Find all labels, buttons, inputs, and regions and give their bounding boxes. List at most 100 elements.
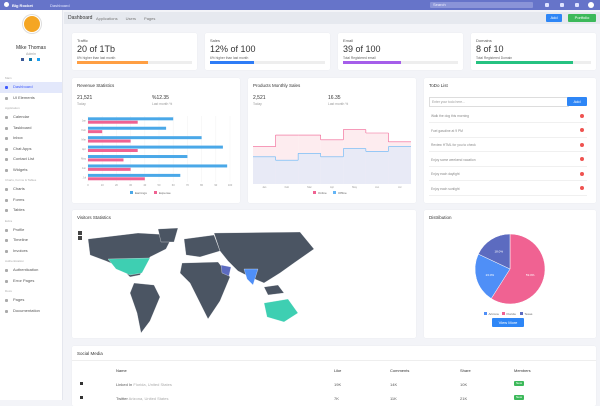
stat-number: %12.35 (152, 95, 169, 101)
todo-remove[interactable] (580, 157, 584, 161)
menu-label: Dashboard (13, 84, 33, 89)
sidebar: Mike Thomas Admin Main Dashboard UI Elemen… (0, 10, 63, 400)
continent (263, 284, 285, 296)
y-tick-label: Apr (82, 147, 86, 151)
menu-icon (5, 86, 8, 89)
legend-label: Earnings (135, 191, 147, 195)
menu-item[interactable]: Calendar (0, 112, 62, 123)
menu-item[interactable]: Charts (0, 184, 62, 195)
bar (88, 164, 228, 168)
stat-card: Traffic 20 of 1Tb 6% higher than last mont… (72, 33, 197, 70)
todo-input[interactable]: Enter your todo here... (429, 97, 569, 107)
add-button[interactable]: Add (546, 14, 562, 22)
menu-item[interactable]: Contact List (0, 154, 62, 165)
todo-remove[interactable] (580, 171, 584, 176)
column-header: Comments (390, 368, 410, 373)
x-tick-label: 80 (200, 183, 203, 187)
menu-label: Authentication (13, 267, 39, 272)
pie-slice (477, 233, 511, 270)
row-name: Linked In Florida, United States (116, 382, 172, 387)
stat-note: Total Registered email (343, 56, 376, 60)
menu-label: Invoices (13, 247, 28, 253)
menu-item[interactable]: Dashboard (0, 82, 62, 93)
avatar[interactable] (588, 2, 594, 8)
menu-item[interactable]: Authentication (0, 265, 62, 276)
stat-caption: Today (77, 102, 86, 106)
stat-label: Traffic (77, 38, 88, 43)
menu-item[interactable]: Timeline (0, 235, 62, 246)
search-input[interactable]: Search (430, 2, 533, 8)
subnav-title: Dashboard (68, 15, 93, 21)
breadcrumb[interactable]: Dashboard (50, 3, 70, 8)
menu-item[interactable]: Profile (0, 225, 62, 236)
icon[interactable] (575, 3, 579, 7)
bar (88, 177, 145, 181)
progress-bar (77, 61, 149, 64)
x-tick-label: 90 (214, 183, 217, 187)
card-title: Revenue Statistics (77, 83, 115, 88)
social-icon[interactable] (21, 58, 24, 61)
stat-card: Email 39 of 100 Total Registered email (338, 33, 463, 70)
menu-icon (5, 147, 8, 151)
todo-add-button[interactable]: Add (567, 97, 587, 106)
menu-item[interactable]: Taskboard (0, 123, 62, 134)
menu-item[interactable]: Forms (0, 195, 62, 206)
todo-remove[interactable] (580, 128, 584, 132)
distribution-card: Distribution 59.0% 23.0% 18.0% Arizona Florid… (424, 210, 596, 338)
menu-label: Profile (13, 226, 25, 232)
step-area (343, 148, 366, 184)
zoom-in[interactable] (78, 231, 82, 235)
x-tick-label: 100 (228, 183, 233, 187)
subnav-menu[interactable]: Applications (96, 16, 118, 21)
menu-item[interactable]: Invoices (0, 246, 62, 257)
stat-note: 6% higher than last month (77, 56, 116, 60)
menu-icon (5, 239, 8, 242)
revenue-chart: 0 10 20 30 40 50 60 70 80 90 100 Jan Feb Mar Apr May Jun… (81, 116, 233, 195)
subnav-menu[interactable]: Users (125, 16, 137, 21)
legend-swatch (333, 191, 336, 194)
visitors-card: Visitors Statistics (72, 210, 416, 338)
legend-swatch (502, 312, 505, 315)
menu-item[interactable]: UI Elements (0, 93, 62, 104)
menu-item[interactable]: Tables (0, 205, 62, 216)
icon[interactable] (545, 3, 549, 7)
menu-item[interactable]: Documentation (0, 306, 62, 317)
todo-remove[interactable] (580, 142, 584, 147)
stat-caption: Last month % (152, 102, 173, 106)
menu-label: UI Elements (13, 94, 35, 100)
bar (88, 117, 174, 121)
social-icon[interactable] (37, 58, 40, 61)
highlight-country (243, 268, 259, 286)
step-area (253, 156, 276, 184)
menu-label: Forms (13, 196, 25, 202)
stat-note: 6% higher than last month (210, 56, 249, 60)
products-card: Products Monthly Sales 2,521 Today 16.35 Las… (248, 78, 416, 203)
menu-icon (5, 249, 8, 253)
bar (88, 167, 131, 171)
menu-item[interactable]: Error Pages (0, 276, 62, 287)
card-title: Products Monthly Sales (253, 83, 301, 88)
pie-slice (490, 233, 546, 305)
social-icon[interactable] (29, 58, 32, 61)
y-tick-label: Jan (82, 119, 87, 123)
menu-item[interactable]: Inbox (0, 133, 62, 144)
menu-item[interactable]: Chat Apps (0, 144, 62, 155)
menu-item[interactable]: Widgets (0, 165, 62, 176)
todo-remove[interactable] (580, 186, 584, 190)
legend-swatch (130, 191, 133, 194)
todo-item: Walk the dog this morning (429, 110, 587, 123)
slice-label: 59.0% (526, 273, 535, 277)
subnav-menu[interactable]: Pages (144, 16, 156, 21)
menu-icon (5, 96, 8, 100)
pie-slice (474, 253, 511, 299)
zoom-out[interactable] (78, 236, 82, 240)
menu-heading: Extra (5, 218, 13, 223)
menu-heading: Main (5, 76, 12, 80)
todo-remove[interactable] (580, 113, 584, 118)
icon[interactable] (560, 3, 564, 7)
portfolio-button[interactable]: Portfolio (568, 14, 596, 22)
menu-item[interactable]: Pages (0, 295, 62, 306)
view-more-button[interactable]: View More (492, 318, 524, 327)
legend-swatch (484, 312, 487, 315)
continent (129, 282, 161, 334)
